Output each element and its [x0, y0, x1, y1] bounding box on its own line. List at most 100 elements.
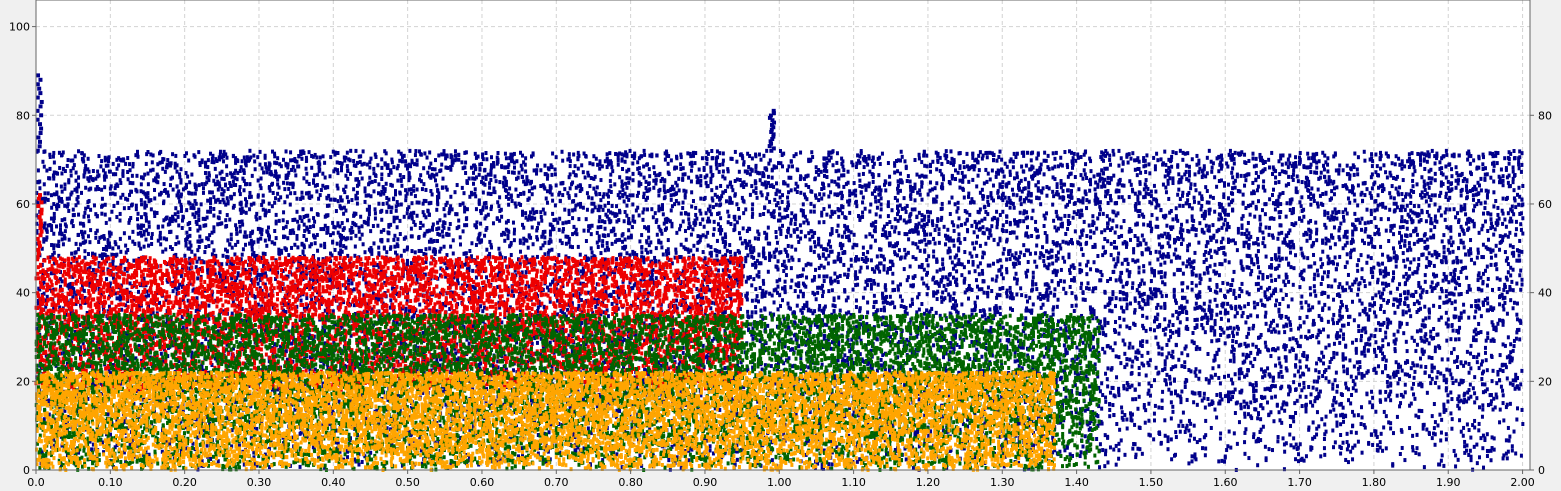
series-0-point	[81, 235, 85, 240]
series-0-point	[424, 252, 428, 257]
series-0-point	[74, 203, 78, 208]
series-0-point	[564, 234, 568, 239]
series-0-point	[188, 180, 192, 185]
series-0-point	[547, 248, 551, 253]
series-0-point	[338, 265, 342, 270]
series-0-point	[388, 305, 392, 310]
series-0-point	[444, 185, 448, 190]
series-0-point	[364, 220, 368, 225]
series-0-point	[179, 202, 183, 207]
series-0-point	[130, 438, 134, 443]
series-0-point	[197, 209, 201, 214]
series-0-point	[51, 154, 55, 159]
series-0-point	[367, 212, 371, 217]
series-0-point	[126, 177, 130, 182]
series-0-point	[181, 215, 185, 220]
series-0-point	[226, 187, 230, 192]
series-0-point	[139, 317, 143, 322]
series-0-point	[124, 243, 128, 248]
series-0-point	[344, 173, 348, 178]
series-0-point	[82, 153, 86, 158]
series-0-point	[150, 160, 154, 165]
series-0-point	[433, 252, 437, 257]
series-0-point	[103, 177, 107, 182]
series-0-point	[179, 449, 183, 454]
series-0-point	[418, 177, 422, 182]
series-0-point	[576, 445, 580, 450]
series-0-point	[326, 213, 330, 218]
series-0-point	[122, 206, 126, 211]
series-0-point	[311, 445, 315, 450]
series-0-point	[103, 253, 107, 258]
series-0-point	[105, 245, 109, 250]
series-0-point	[206, 175, 210, 180]
series-0-point	[63, 203, 67, 208]
series-0-point	[291, 164, 295, 169]
series-0-point	[253, 167, 257, 172]
series-0-point	[312, 180, 316, 185]
series-0-point	[105, 247, 109, 252]
series-0-point	[149, 152, 153, 157]
series-0-point	[567, 219, 571, 224]
series-0-point	[248, 190, 252, 195]
series-0-point	[368, 160, 372, 165]
series-0-point	[129, 216, 133, 221]
series-0-point	[42, 280, 46, 285]
series-0-point	[173, 212, 177, 217]
series-0-point	[297, 224, 301, 229]
series-0-point	[158, 300, 162, 305]
series-0-point	[291, 435, 295, 440]
series-0-point	[144, 218, 148, 223]
series-0-point	[178, 282, 182, 287]
series-0-point	[493, 190, 497, 195]
series-0-point	[435, 227, 439, 232]
series-0-point	[567, 240, 571, 245]
series-0-point	[46, 191, 50, 196]
series-0-point	[142, 244, 146, 249]
series-0-point	[276, 175, 280, 180]
series-0-point	[181, 389, 185, 394]
series-0-point	[178, 175, 182, 180]
series-0-point	[144, 294, 148, 299]
series-0-point	[329, 155, 333, 160]
series-0-point	[193, 154, 197, 159]
series-0-point	[144, 161, 148, 166]
series-0-point	[383, 187, 387, 192]
series-0-point	[116, 183, 120, 188]
series-0-point	[385, 250, 389, 255]
series-0-point	[152, 178, 156, 183]
series-0-point	[358, 236, 362, 241]
series-0-point	[522, 236, 526, 241]
series-0-point	[445, 253, 449, 258]
series-0-point	[441, 301, 445, 306]
series-0-point	[207, 316, 211, 321]
series-0-point	[186, 222, 190, 227]
series-0-point	[194, 265, 198, 270]
series-0-point	[571, 208, 575, 213]
series-0-point	[405, 163, 409, 168]
series-0-point	[194, 210, 198, 215]
series-0-point	[176, 210, 180, 215]
series-0-point	[106, 238, 110, 243]
series-0-point	[564, 220, 568, 225]
series-0-point	[572, 314, 576, 319]
series-0-point	[171, 262, 175, 267]
series-0-point	[540, 218, 544, 223]
series-0-point	[568, 159, 572, 164]
series-0-point	[396, 244, 400, 249]
series-0-point	[430, 227, 434, 232]
series-0-point	[356, 177, 360, 182]
series-0-point	[303, 228, 307, 233]
series-0-point	[278, 162, 282, 167]
series-0-point	[174, 242, 178, 247]
series-0-point	[185, 230, 189, 235]
series-0-point	[352, 163, 356, 168]
series-0-point	[506, 191, 510, 196]
series-0-point	[475, 220, 479, 225]
series-0-point	[450, 207, 454, 212]
series-0-point	[318, 162, 322, 167]
series-0-point	[438, 249, 442, 254]
series-0-point	[363, 250, 367, 255]
series-0-point	[175, 291, 179, 296]
series-0-point	[506, 218, 510, 223]
